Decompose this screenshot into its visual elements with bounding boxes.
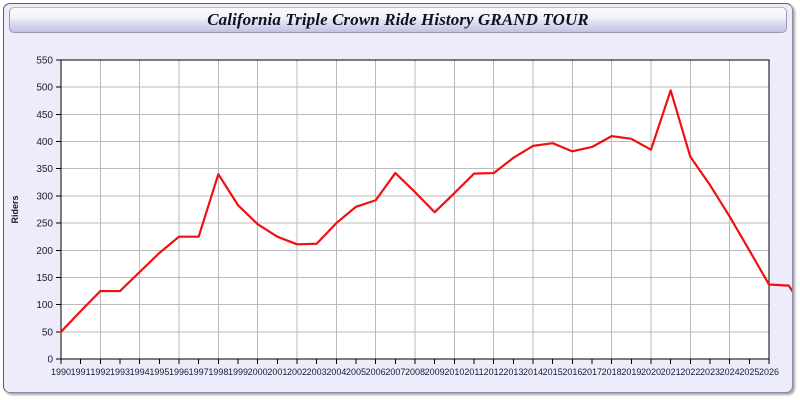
svg-text:2016: 2016 <box>562 367 582 377</box>
svg-text:1990: 1990 <box>51 367 71 377</box>
svg-text:0: 0 <box>47 355 53 366</box>
svg-text:1997: 1997 <box>189 367 209 377</box>
svg-text:2006: 2006 <box>366 367 386 377</box>
svg-text:2018: 2018 <box>602 367 622 377</box>
plot-border <box>60 59 770 360</box>
svg-text:2013: 2013 <box>503 367 523 377</box>
svg-text:300: 300 <box>36 191 53 202</box>
svg-text:2014: 2014 <box>523 367 543 377</box>
svg-text:2003: 2003 <box>307 367 327 377</box>
chart-window: California Triple Crown Ride History GRA… <box>3 3 793 393</box>
data-line-riders <box>59 89 792 333</box>
svg-text:2012: 2012 <box>484 367 504 377</box>
svg-text:2000: 2000 <box>248 367 268 377</box>
plot-area-container: Riders 0 50 100 150 200 250 300 350 400 450 500 550… <box>4 34 792 392</box>
svg-text:Riders: Riders <box>10 195 20 223</box>
svg-text:1995: 1995 <box>149 367 169 377</box>
svg-text:500: 500 <box>36 83 53 94</box>
svg-text:1998: 1998 <box>208 367 228 377</box>
svg-text:2017: 2017 <box>582 367 602 377</box>
svg-text:400: 400 <box>36 137 53 148</box>
page-title: California Triple Crown Ride History GRA… <box>207 10 589 29</box>
svg-text:150: 150 <box>36 273 53 284</box>
x-axis-ticks: 1990 1991 1992 1993 1994 1995 1996 1997 1998 1999… <box>51 359 779 377</box>
svg-text:450: 450 <box>36 110 53 121</box>
svg-text:2015: 2015 <box>543 367 563 377</box>
svg-text:2026: 2026 <box>759 367 779 377</box>
svg-text:2020: 2020 <box>641 367 661 377</box>
svg-text:2011: 2011 <box>464 367 483 377</box>
svg-text:2004: 2004 <box>326 367 346 377</box>
svg-text:1993: 1993 <box>110 367 130 377</box>
svg-text:2008: 2008 <box>405 367 425 377</box>
gridlines <box>61 59 770 359</box>
svg-text:1992: 1992 <box>90 367 110 377</box>
svg-text:1996: 1996 <box>169 367 189 377</box>
svg-text:2009: 2009 <box>425 367 445 377</box>
y-axis-ticks: 0 50 100 150 200 250 300 350 400 450 500 550 <box>36 56 61 366</box>
svg-text:1999: 1999 <box>228 367 248 377</box>
svg-text:2002: 2002 <box>287 367 307 377</box>
svg-text:2001: 2001 <box>267 367 287 377</box>
title-bar: California Triple Crown Ride History GRA… <box>9 7 787 33</box>
svg-text:1994: 1994 <box>130 367 150 377</box>
svg-text:200: 200 <box>36 246 53 257</box>
svg-text:2019: 2019 <box>621 367 641 377</box>
svg-text:2024: 2024 <box>720 367 740 377</box>
svg-text:550: 550 <box>36 56 53 67</box>
svg-text:2023: 2023 <box>700 367 720 377</box>
svg-text:50: 50 <box>42 327 54 338</box>
y-axis-label-group: Riders <box>10 195 20 223</box>
svg-text:2005: 2005 <box>346 367 366 377</box>
svg-text:2010: 2010 <box>444 367 464 377</box>
svg-text:2007: 2007 <box>385 367 405 377</box>
svg-text:350: 350 <box>36 164 53 175</box>
svg-text:2025: 2025 <box>739 367 759 377</box>
svg-text:2021: 2021 <box>661 367 681 377</box>
svg-text:1991: 1991 <box>71 367 91 377</box>
svg-text:100: 100 <box>36 300 53 311</box>
line-chart: Riders 0 50 100 150 200 250 300 350 400 450 500 550… <box>10 56 792 377</box>
svg-text:2022: 2022 <box>680 367 700 377</box>
svg-text:250: 250 <box>36 219 53 230</box>
